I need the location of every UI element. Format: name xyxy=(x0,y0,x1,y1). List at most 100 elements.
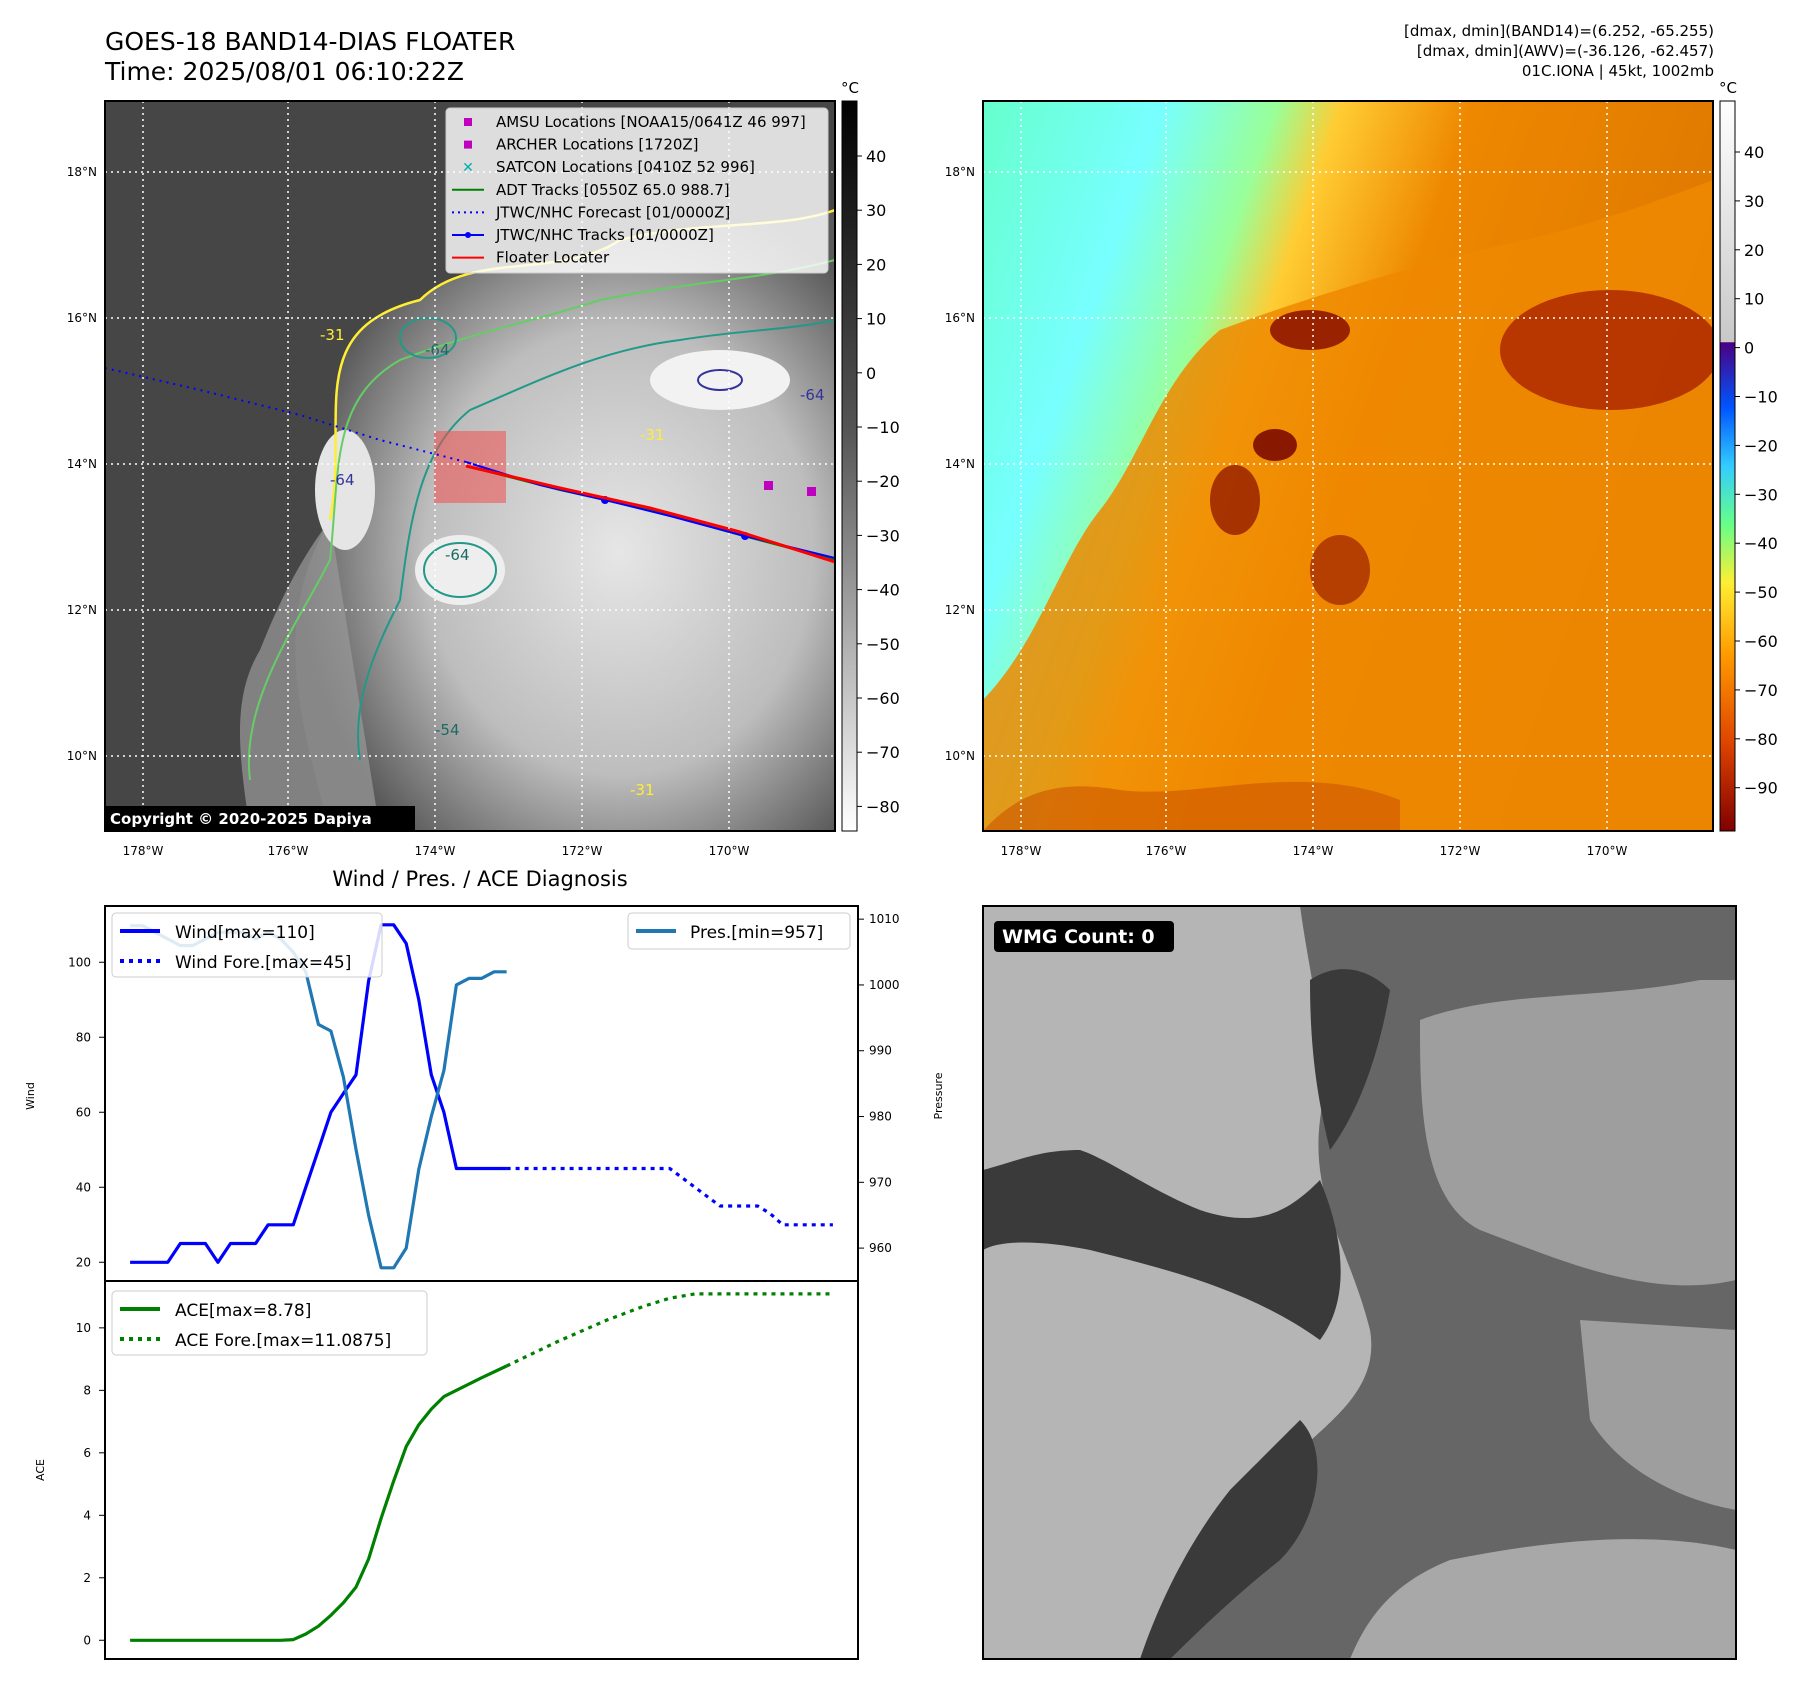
wmg-count-label: WMG Count: 0 xyxy=(1002,926,1155,948)
colorbar-tick-label: −10 xyxy=(866,418,900,437)
contour-label: -54 xyxy=(435,721,460,739)
ir-cloud-edge xyxy=(240,520,380,831)
wind-tick-label: 40 xyxy=(76,1180,91,1194)
colorbar-tick-label: −40 xyxy=(866,581,900,600)
legend-label-ace-forecast: ACE Fore.[max=11.0875] xyxy=(175,1331,391,1351)
ace-tick-label: 2 xyxy=(83,1571,91,1585)
colorbar-left-unit: °C xyxy=(841,79,859,97)
wind-tick-label: 20 xyxy=(76,1255,91,1269)
lat-tick-label: 16°N xyxy=(945,311,975,325)
info-line-3: 01C.IONA | 45kt, 1002mb xyxy=(1521,62,1714,80)
map-legend: AMSU Locations [NOAA15/0641Z 46 997] ARCH… xyxy=(445,107,829,274)
ir-cold-top xyxy=(650,350,790,410)
colorbar-tick-label: −60 xyxy=(866,689,900,708)
ir-lat-ticks: 18°N 16°N 14°N 12°N 10°N xyxy=(67,165,97,763)
legend-label-wind-forecast: Wind Fore.[max=45] xyxy=(175,953,351,973)
copyright-text: Copyright © 2020-2025 Dapiya xyxy=(110,810,372,828)
archer-marker xyxy=(807,487,816,496)
awv-dark-core xyxy=(1500,290,1713,410)
lat-tick-label: 18°N xyxy=(945,165,975,179)
contour-blue xyxy=(697,369,743,391)
colorbar-tick-label: −90 xyxy=(1744,779,1778,798)
wind-pres-panel: Wind / Pres. / ACE Diagnosis Wind Pressu… xyxy=(24,867,945,1282)
ace-panel: ACE 0 2 4 6 8 10 ACE[max=8.78] ACE Fore.[max=… xyxy=(34,1280,859,1660)
ace-legend-box xyxy=(111,1290,428,1356)
lon-tick-label: 178°W xyxy=(1001,844,1042,858)
lon-tick-label: 176°W xyxy=(268,844,309,858)
colorbar-tick-label: −20 xyxy=(866,472,900,491)
colorbar-tick-label: −50 xyxy=(866,635,900,654)
ir-map-panel: -31 -64 -64 -64 -54 -31 -31 -64 178°W 176… xyxy=(67,79,900,858)
lon-tick-label: 176°W xyxy=(1146,844,1187,858)
contour-label: -31 xyxy=(640,426,665,444)
colorbar-tick-label: −70 xyxy=(866,743,900,762)
wind-tick-label: 100 xyxy=(68,955,91,969)
colorbar-right-unit: °C xyxy=(1719,79,1737,97)
legend-swatch xyxy=(464,118,472,126)
colorbar-right-ticks: 40 30 20 10 0 −10 −20 −30 −40 −50 −60 −70 −80 −90 xyxy=(1735,143,1778,798)
lon-tick-label: 174°W xyxy=(415,844,456,858)
colorbar-tick-label: −30 xyxy=(866,526,900,545)
ir-cold-top xyxy=(315,430,375,550)
wind-tick-label: 80 xyxy=(76,1030,91,1044)
wind-legend-box xyxy=(111,912,383,978)
lat-tick-label: 14°N xyxy=(945,457,975,471)
legend-label: JTWC/NHC Tracks [01/0000Z] xyxy=(495,226,714,244)
colorbar-tick-label: −20 xyxy=(1744,436,1778,455)
info-line-2: [dmax, dmin](AWV)=(-36.126, -62.457) xyxy=(1416,42,1714,60)
contour-teal xyxy=(399,317,457,359)
pressure-tick-label: 960 xyxy=(869,1241,892,1255)
pres-legend-box xyxy=(627,912,851,950)
amsu-marker xyxy=(764,481,773,490)
wmg-frame xyxy=(982,905,1737,1660)
wmg-count-badge xyxy=(994,921,1174,952)
wind-line xyxy=(130,923,507,1264)
ace-series xyxy=(130,1292,833,1642)
ace-line xyxy=(130,1364,508,1642)
lat-tick-label: 10°N xyxy=(67,749,97,763)
colorbar-tick-label: 30 xyxy=(1744,192,1764,211)
colorbar-tick-label: −60 xyxy=(1744,632,1778,651)
chart-time: Time: 2025/08/01 06:10:22Z xyxy=(105,57,464,86)
ace-tick-label: 8 xyxy=(83,1383,91,1397)
wind-tick-label: 60 xyxy=(76,1105,91,1119)
contour-label: -64 xyxy=(330,471,355,489)
legend-label: SATCON Locations [0410Z 52 996] xyxy=(496,158,755,176)
ir-cold-top xyxy=(415,535,505,605)
pressure-tick-label: 990 xyxy=(869,1044,892,1058)
ace-legend: ACE[max=8.78] ACE Fore.[max=11.0875] xyxy=(111,1290,428,1356)
wind-axis-label: Wind xyxy=(24,1082,37,1110)
lat-tick-label: 16°N xyxy=(67,311,97,325)
colorbar-tick-label: −80 xyxy=(1744,730,1778,749)
legend-box xyxy=(445,107,829,274)
contour-label: -31 xyxy=(630,781,655,799)
contour-label: -64 xyxy=(445,546,470,564)
contour-teal xyxy=(357,319,835,761)
colorbar-tick-label: 40 xyxy=(866,147,886,166)
wmg-dark-band xyxy=(1140,1420,1318,1659)
pressure-tick-label: 1000 xyxy=(869,978,900,992)
wmg-dark-band xyxy=(983,1150,1341,1340)
lat-tick-label: 12°N xyxy=(67,603,97,617)
legend-label: JTWC/NHC Forecast [01/0000Z] xyxy=(495,203,730,221)
wmg-mid-region xyxy=(1420,980,1736,1286)
ace-axis-label: ACE xyxy=(34,1459,47,1481)
pressure-tick-label: 1010 xyxy=(869,912,900,926)
chart-title: GOES-18 BAND14-DIAS FLOATER xyxy=(105,27,516,56)
lat-tick-label: 18°N xyxy=(67,165,97,179)
lon-tick-label: 174°W xyxy=(1293,844,1334,858)
ace-tick-label: 4 xyxy=(83,1508,91,1522)
wind-ticks: 20 40 60 80 100 xyxy=(68,955,105,1269)
legend-label-ace: ACE[max=8.78] xyxy=(175,1301,311,1321)
legend-label: Floater Locater xyxy=(496,249,610,267)
wmg-panel: WMG Count: 0 xyxy=(982,905,1737,1660)
copyright-box xyxy=(105,806,415,831)
ace-tick-label: 10 xyxy=(76,1321,91,1335)
colorbar-tick-label: −30 xyxy=(1744,485,1778,504)
wind-legend: Wind[max=110] Wind Fore.[max=45] xyxy=(111,912,383,978)
awv-lat-ticks: 18°N 16°N 14°N 12°N 10°N xyxy=(945,165,975,763)
contour-green xyxy=(247,259,835,781)
legend-label-wind: Wind[max=110] xyxy=(175,923,315,943)
pressure-tick-label: 980 xyxy=(869,1110,892,1124)
colorbar-tick-label: −40 xyxy=(1744,534,1778,553)
